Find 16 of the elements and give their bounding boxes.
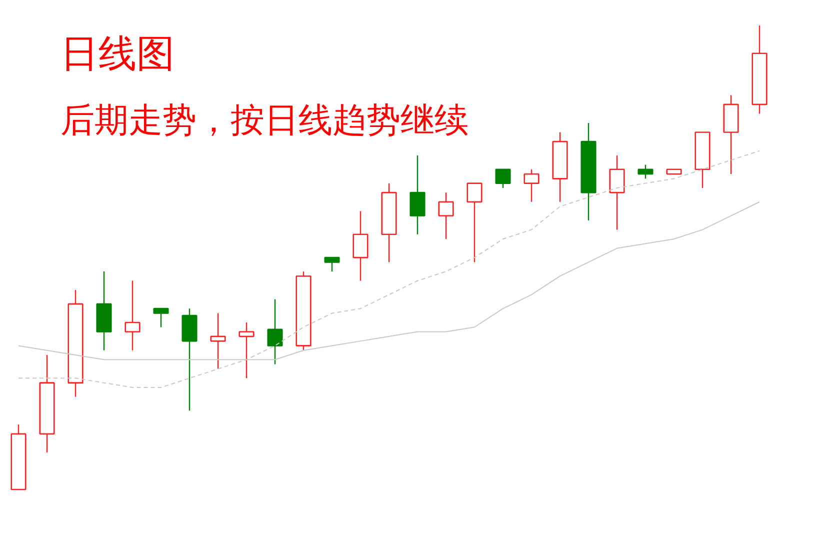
candlestick xyxy=(609,154,625,230)
candlestick xyxy=(210,312,226,370)
candlestick xyxy=(153,308,169,328)
candlestick xyxy=(324,256,340,272)
candlestick xyxy=(352,210,368,282)
candlestick xyxy=(466,182,482,263)
candlestick xyxy=(495,168,511,189)
chart-title: 日线图 xyxy=(60,32,174,76)
candlestick xyxy=(438,192,454,240)
candlestick xyxy=(267,298,283,365)
candlestick xyxy=(238,322,254,379)
text: 后期走势，按日线趋势继续 xyxy=(60,100,468,140)
candlestick xyxy=(638,164,654,180)
candlestick xyxy=(524,168,540,202)
candlestick xyxy=(410,154,426,235)
candlestick xyxy=(124,280,140,351)
